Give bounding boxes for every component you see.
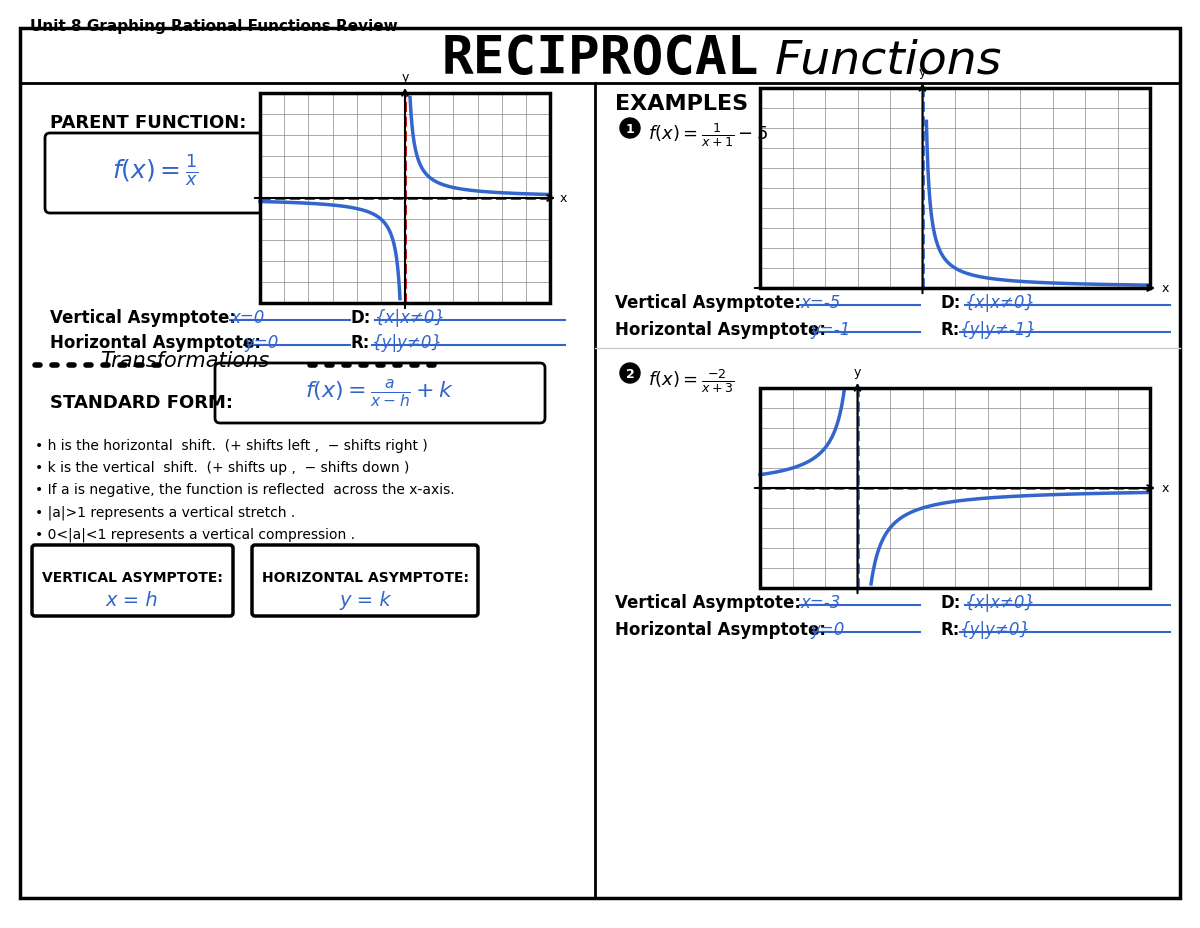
Text: VERTICAL ASYMPTOTE:: VERTICAL ASYMPTOTE: [42,571,222,585]
Text: {x|x≠0}: {x|x≠0} [965,293,1036,312]
FancyBboxPatch shape [32,546,233,616]
Text: $f(x)=\frac{1}{x+1}-5$: $f(x)=\frac{1}{x+1}-5$ [648,121,768,148]
Text: D:: D: [940,593,960,612]
Text: x: x [560,192,568,205]
Text: $f(x)=\frac{1}{x}$: $f(x)=\frac{1}{x}$ [112,153,198,188]
Circle shape [620,364,640,383]
FancyBboxPatch shape [46,134,265,213]
Text: • |a|>1 represents a vertical stretch .: • |a|>1 represents a vertical stretch . [35,505,295,519]
Text: y=-1: y=-1 [810,321,851,339]
Text: Transformations: Transformations [101,351,270,370]
Text: STANDARD FORM:: STANDARD FORM: [50,393,233,411]
Text: Vertical Asymptote:: Vertical Asymptote: [50,309,236,327]
Text: 2: 2 [625,367,635,380]
Text: y: y [401,71,409,84]
Text: D:: D: [940,293,960,312]
Text: PARENT FUNCTION:: PARENT FUNCTION: [50,114,246,132]
Text: y: y [854,366,862,379]
Bar [760,89,1150,289]
Text: • If a is negative, the function is reflected  across the x-axis.: • If a is negative, the function is refl… [35,483,455,496]
Text: Horizontal Asymptote:: Horizontal Asymptote: [50,334,262,352]
Text: x: x [1162,482,1169,495]
Text: {y|y≠0}: {y|y≠0} [372,334,443,352]
Text: Horizontal Asymptote:: Horizontal Asymptote: [616,620,826,638]
Text: x: x [1162,282,1169,295]
Text: x = h: x = h [106,590,158,610]
Text: RECIPROCAL: RECIPROCAL [442,33,758,84]
FancyBboxPatch shape [252,546,478,616]
Text: R:: R: [350,334,370,352]
Text: y = k: y = k [340,590,391,610]
FancyBboxPatch shape [215,364,545,423]
Bar [760,89,1150,289]
Text: R:: R: [940,620,959,638]
Text: $f(x)=\frac{-2}{x+3}$: $f(x)=\frac{-2}{x+3}$ [648,367,734,394]
Text: y=0: y=0 [810,620,845,638]
Bar [760,389,1150,588]
Text: Horizontal Asymptote:: Horizontal Asymptote: [616,321,826,339]
Text: EXAMPLES: EXAMPLES [616,94,748,114]
Text: Vertical Asymptote:: Vertical Asymptote: [616,593,802,612]
Circle shape [620,119,640,139]
Text: Unit 8 Graphing Rational Functions Review: Unit 8 Graphing Rational Functions Revie… [30,19,397,34]
Bar [260,94,550,303]
Bar [260,94,550,303]
Text: $f(x)=\frac{a}{x-h}+k$: $f(x)=\frac{a}{x-h}+k$ [305,377,455,408]
Text: • k is the vertical  shift.  (+ shifts up ,  − shifts down ): • k is the vertical shift. (+ shifts up … [35,460,409,474]
Text: • 0<|a|<1 represents a vertical compression .: • 0<|a|<1 represents a vertical compress… [35,526,355,541]
Text: y: y [919,66,926,79]
Text: {y|y≠0}: {y|y≠0} [960,620,1031,638]
Text: Functions: Functions [760,38,1001,84]
Text: {x|x≠0}: {x|x≠0} [374,309,446,327]
Text: y=0: y=0 [244,334,278,352]
Text: x=0: x=0 [230,309,264,327]
FancyBboxPatch shape [20,29,1180,898]
Text: D:: D: [350,309,371,327]
Text: R:: R: [940,321,959,339]
Text: {y|y≠-1}: {y|y≠-1} [960,321,1037,339]
Text: HORIZONTAL ASYMPTOTE:: HORIZONTAL ASYMPTOTE: [262,571,468,585]
Text: x=-5: x=-5 [800,293,840,312]
Bar [760,389,1150,588]
Text: Vertical Asymptote:: Vertical Asymptote: [616,293,802,312]
Text: x=-3: x=-3 [800,593,840,612]
Text: {x|x≠0}: {x|x≠0} [965,593,1036,612]
Text: 1: 1 [625,122,635,135]
Text: • h is the horizontal  shift.  (+ shifts left ,  − shifts right ): • h is the horizontal shift. (+ shifts l… [35,439,427,453]
